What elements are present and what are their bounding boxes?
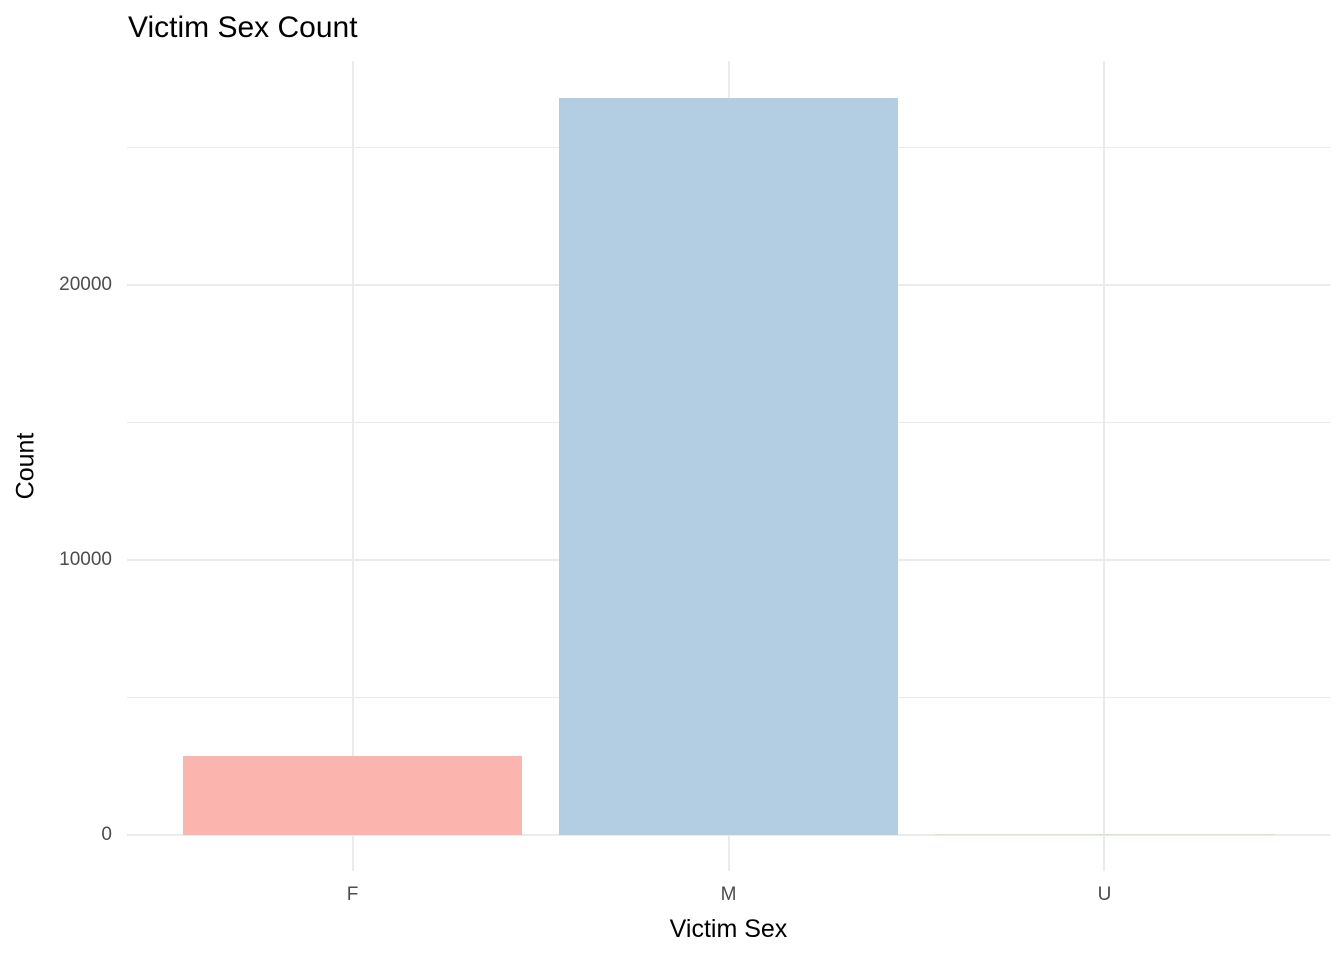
x-axis-title: Victim Sex	[669, 915, 788, 943]
plot-panel	[127, 61, 1330, 871]
bar-F	[183, 756, 522, 836]
gridline-major-x	[351, 61, 354, 871]
bar-M	[559, 98, 898, 836]
y-tick-label: 10000	[59, 549, 112, 571]
x-tick-label: F	[346, 884, 359, 905]
chart-title: Victim Sex Count	[128, 11, 358, 44]
y-tick-label: 0	[101, 824, 112, 846]
y-tick-label: 20000	[59, 274, 112, 296]
x-tick-label: U	[1097, 884, 1112, 905]
y-axis-title: Count	[11, 432, 40, 500]
gridline-major-x	[1103, 61, 1106, 871]
x-tick-label: M	[720, 884, 737, 905]
bar-U	[935, 833, 1274, 836]
